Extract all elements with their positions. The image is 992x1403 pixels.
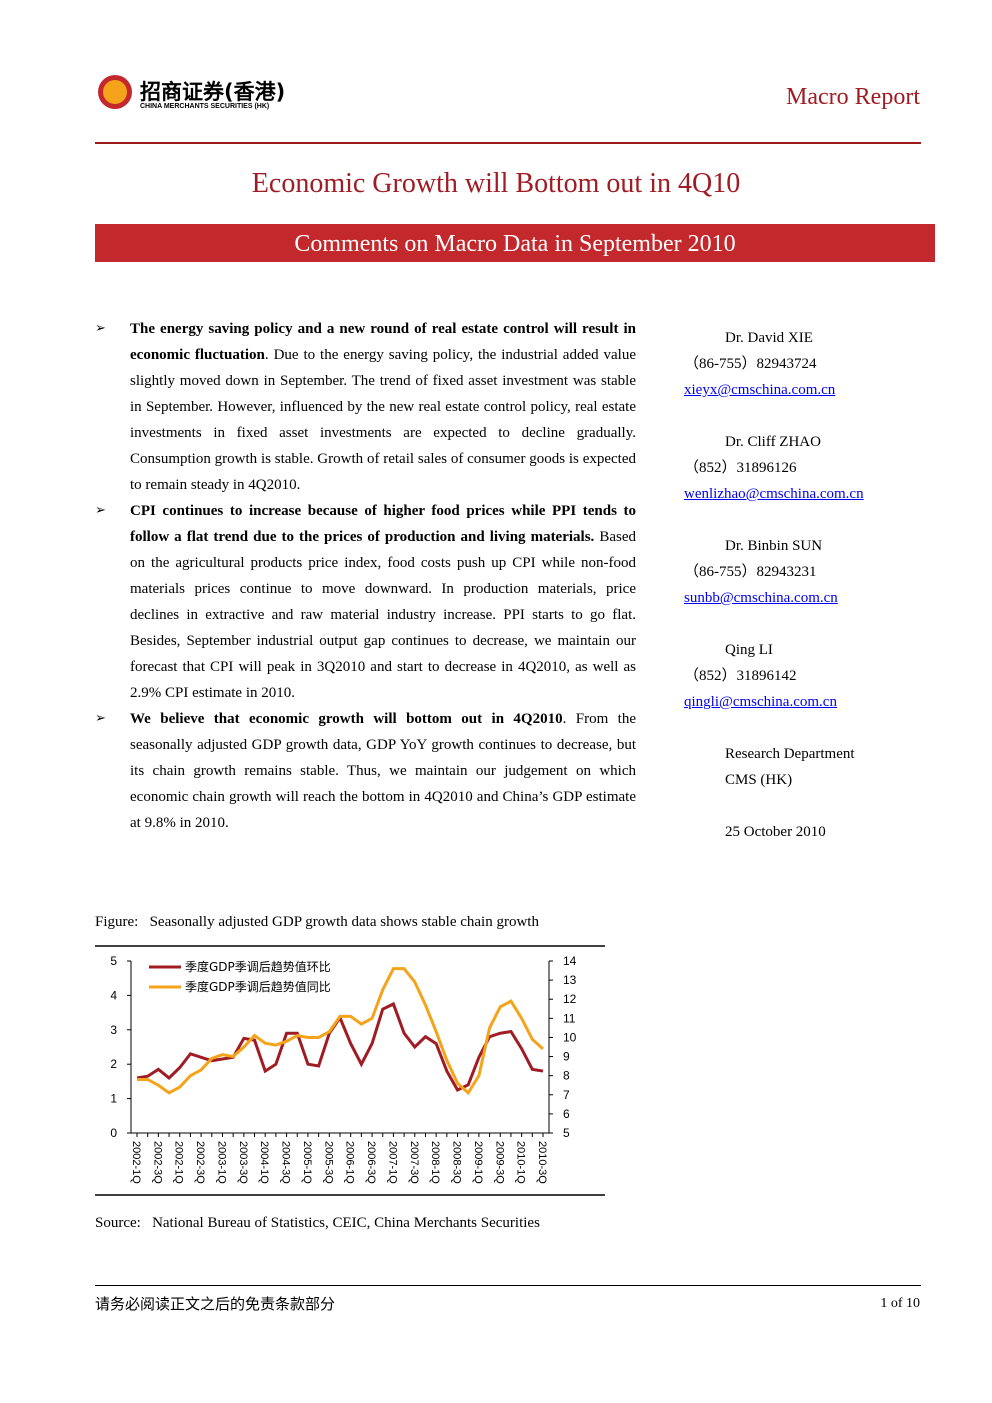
series-line <box>137 967 544 1096</box>
y-tick-label: 5 <box>110 954 117 968</box>
contact-phone: （852）31896126 <box>684 460 797 476</box>
contact-name: Dr. Binbin SUN <box>725 538 823 554</box>
y2-tick-label: 7 <box>563 1088 570 1102</box>
contact-email[interactable]: sunbb@cmschina.com.cn <box>684 590 838 606</box>
y-tick-label: 2 <box>110 1057 117 1071</box>
source: Source: National Bureau of Statistics, C… <box>95 1215 540 1231</box>
x-tick-label: 2009-3Q <box>493 1141 505 1184</box>
bullet: We believe that economic growth will bot… <box>95 706 636 836</box>
y2-tick-label: 9 <box>563 1050 570 1064</box>
x-tick-label: 2003-1Q <box>215 1141 227 1184</box>
title: Economic Growth will Bottom out in 4Q10 <box>251 168 741 199</box>
contact-email[interactable]: wenlizhao@cmschina.com.cn <box>684 486 864 502</box>
contact: Qing LI （852）31896142 qingli@cmschina.com.… <box>684 637 864 715</box>
x-tick-label: 2007-1Q <box>386 1141 398 1184</box>
x-tick-label: 2002-3Q <box>194 1141 206 1184</box>
y2-tick-label: 12 <box>563 992 577 1006</box>
bullet-text: . Due to the energy saving policy, the i… <box>130 347 636 493</box>
company: CMS (HK) <box>725 772 793 788</box>
legend-label: 季度GDP季调后趋势值环比 <box>185 959 331 974</box>
x-tick-label: 2002-3Q <box>151 1141 163 1184</box>
disclaimer: 请务必阅读正文之后的免责条款部分 <box>95 1295 336 1313</box>
contact: Dr. Cliff ZHAO （852）31896126 wenlizhao@cms… <box>684 429 864 507</box>
page-number: 1 of 10 <box>880 1296 920 1311</box>
contact: Dr. David XIE （86-755）82943724 xieyx@cmsch… <box>684 325 864 403</box>
y-tick-label: 3 <box>110 1023 117 1037</box>
x-tick-label: 2008-3Q <box>451 1141 463 1184</box>
logo-text: 招商证券(香港) <box>140 80 286 104</box>
y2-tick-label: 10 <box>563 1030 577 1044</box>
y-tick-label: 4 <box>110 988 117 1002</box>
bullet: The energy saving policy and a new round… <box>95 316 636 498</box>
bullet-lead: The energy saving policy and a new round… <box>130 321 636 363</box>
contact-email[interactable]: xieyx@cmschina.com.cn <box>684 382 836 398</box>
x-tick-label: 2005-1Q <box>301 1141 313 1184</box>
legend-label: 季度GDP季调后趋势值同比 <box>185 979 331 994</box>
date: 25 October 2010 <box>725 824 826 840</box>
y2-tick-label: 13 <box>563 973 577 987</box>
x-tick-label: 2002-1Q <box>130 1141 142 1184</box>
department: Research Department <box>725 746 855 762</box>
contact-phone: （86-755）82943231 <box>684 564 817 580</box>
report-type: Macro Report <box>786 84 920 110</box>
bullet-lead: We believe that economic growth will bot… <box>130 711 563 727</box>
x-tick-label: 2010-3Q <box>536 1141 548 1184</box>
x-tick-label: 2003-3Q <box>237 1141 249 1184</box>
contact-name: Dr. Cliff ZHAO <box>725 434 821 450</box>
x-tick-label: 2009-1Q <box>472 1141 484 1184</box>
y2-tick-label: 11 <box>563 1011 576 1025</box>
x-tick-label: 2004-3Q <box>280 1141 292 1184</box>
header-rule <box>95 142 921 144</box>
footer-rule <box>95 1285 921 1286</box>
figure-caption: Figure: Seasonally adjusted GDP growth d… <box>95 914 539 930</box>
contact: Dr. Binbin SUN （86-755）82943231 sunbb@cmsc… <box>684 533 864 611</box>
x-tick-label: 2008-1Q <box>429 1141 441 1184</box>
contact-name: Qing LI <box>725 642 773 658</box>
contacts: Dr. David XIE （86-755）82943724 xieyx@cmsch… <box>684 325 864 845</box>
logo-subtext: CHINA MERCHANTS SECURITIES (HK) <box>140 103 270 110</box>
y2-tick-label: 6 <box>563 1107 570 1121</box>
x-tick-label: 2010-1Q <box>515 1141 527 1184</box>
bullet-text: Based on the agricultural products price… <box>130 529 636 701</box>
logo-icon <box>98 75 132 109</box>
bullet-text: . From the seasonally adjusted GDP growt… <box>130 711 636 831</box>
subtitle-banner: Comments on Macro Data in September 2010 <box>95 224 935 262</box>
x-tick-label: 2006-1Q <box>344 1141 356 1184</box>
y2-tick-label: 14 <box>563 954 577 968</box>
y2-tick-label: 5 <box>563 1126 570 1140</box>
y-tick-label: 1 <box>110 1092 117 1106</box>
bullet-list: The energy saving policy and a new round… <box>95 316 636 836</box>
y-tick-label: 0 <box>110 1126 117 1140</box>
x-tick-label: 2002-1Q <box>173 1141 185 1184</box>
contact-phone: （86-755）82943724 <box>684 356 817 372</box>
bullet: CPI continues to increase because of hig… <box>95 498 636 706</box>
x-tick-label: 2005-3Q <box>322 1141 334 1184</box>
contact-phone: （852）31896142 <box>684 668 797 684</box>
x-tick-label: 2004-1Q <box>258 1141 270 1184</box>
x-tick-label: 2007-3Q <box>408 1141 420 1184</box>
x-tick-label: 2006-3Q <box>365 1141 377 1184</box>
contact-name: Dr. David XIE <box>725 330 813 346</box>
y2-tick-label: 8 <box>563 1069 570 1083</box>
bullet-lead: CPI continues to increase because of hig… <box>130 503 636 545</box>
contact-email[interactable]: qingli@cmschina.com.cn <box>684 694 837 710</box>
